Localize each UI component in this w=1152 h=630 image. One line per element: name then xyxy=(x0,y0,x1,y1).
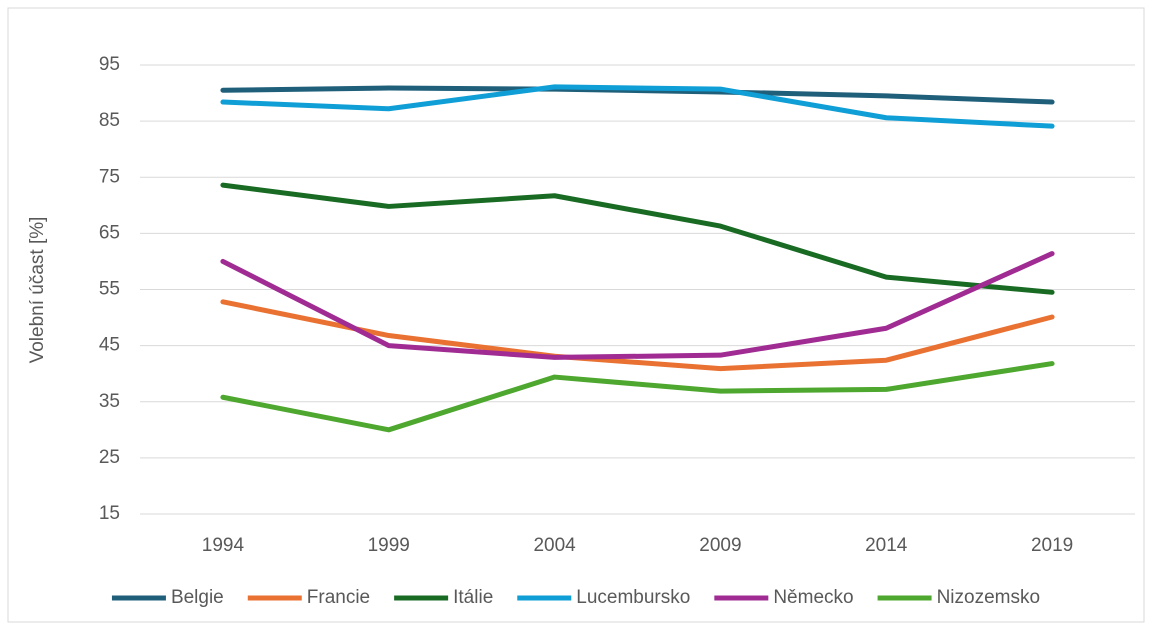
y-tick-label: 35 xyxy=(99,391,120,412)
y-axis-label: Volební účast [%] xyxy=(27,217,48,364)
legend-label: Francie xyxy=(307,587,370,608)
legend-label: Lucembursko xyxy=(576,587,690,608)
x-tick-label: 2019 xyxy=(1031,535,1073,556)
legend-label: Belgie xyxy=(171,587,224,608)
y-tick-label: 25 xyxy=(99,447,120,468)
y-tick-label: 65 xyxy=(99,222,120,243)
chart-border xyxy=(7,7,1145,623)
y-tick-label: 95 xyxy=(99,54,120,75)
series-line xyxy=(220,84,1055,129)
x-tick-label: 2004 xyxy=(533,535,576,556)
legend-label: Itálie xyxy=(453,587,493,608)
x-tick-label: 2009 xyxy=(699,535,741,556)
y-tick-label: 55 xyxy=(99,279,120,300)
series-line xyxy=(220,361,1055,433)
y-tick-label: 75 xyxy=(99,166,120,187)
series-line xyxy=(220,251,1055,360)
series-line xyxy=(220,182,1055,295)
y-tick-label: 45 xyxy=(99,335,120,356)
x-tick-label: 1994 xyxy=(202,535,245,556)
y-tick-label: 15 xyxy=(99,503,120,524)
x-tick-label: 1999 xyxy=(368,535,410,556)
x-tick-label: 2014 xyxy=(865,535,908,556)
legend-label: Německo xyxy=(773,587,853,608)
series-line xyxy=(220,85,1055,105)
y-tick-label: 85 xyxy=(99,110,120,131)
legend-label: Nizozemsko xyxy=(937,587,1040,608)
